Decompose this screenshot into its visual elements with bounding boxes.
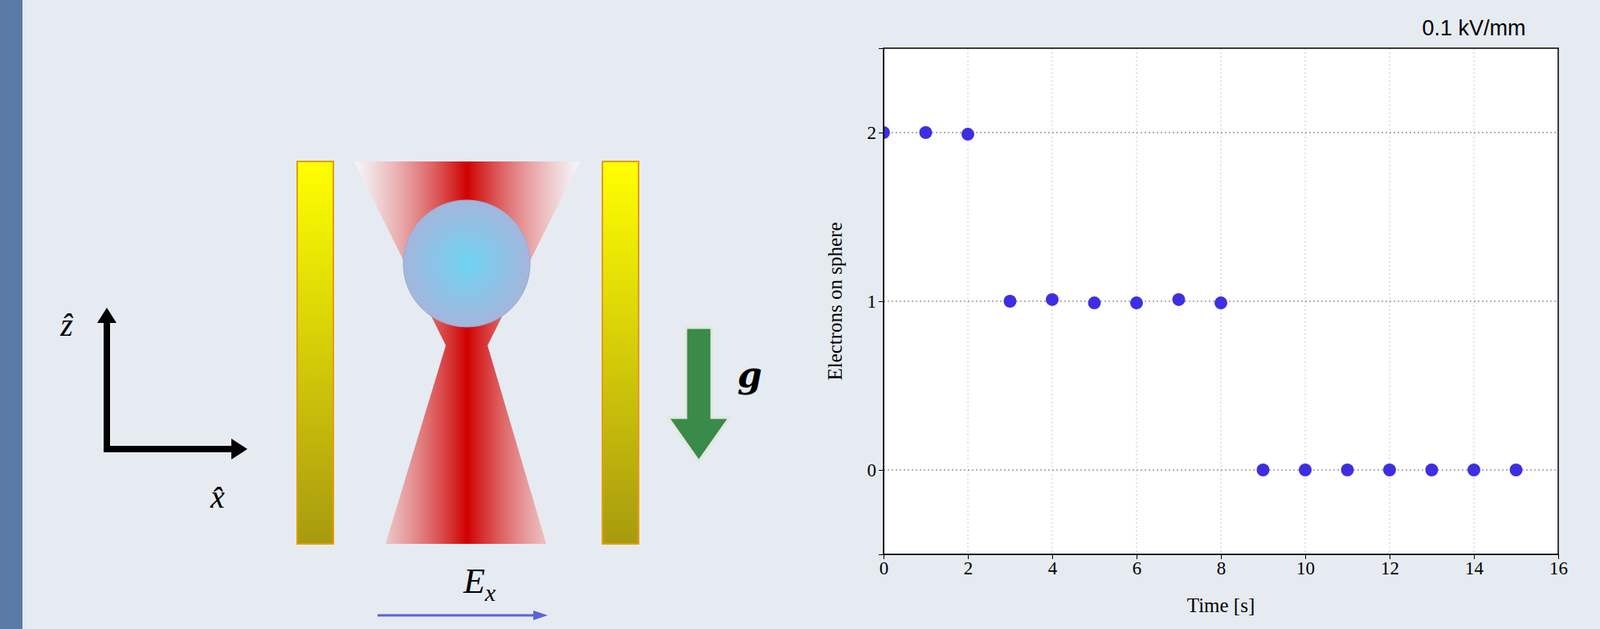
axis-label: ẑ: [59, 306, 74, 343]
grid-line: [883, 469, 1559, 471]
data-point: [883, 126, 890, 139]
tick-label: 16: [1549, 558, 1568, 579]
data-point: [1257, 463, 1270, 477]
points: [883, 126, 1523, 477]
tick: 4: [1048, 554, 1058, 579]
tick-label: 2: [867, 122, 878, 143]
tick-label: 1: [867, 291, 878, 312]
side-strip: [0, 0, 23, 629]
tick: 2: [867, 122, 885, 143]
tick: 10: [1296, 554, 1315, 579]
x-axis-title: Time [s]: [1187, 594, 1256, 617]
tick-label: 8: [1216, 558, 1227, 579]
tick: 16: [1549, 554, 1568, 579]
tick-label: 0: [879, 558, 890, 579]
gravity-arrow: [668, 327, 730, 462]
laser-beam: [354, 161, 580, 544]
tick-label: 2: [963, 558, 974, 579]
gravity-label: g: [737, 354, 763, 396]
tick-label: 0: [867, 460, 878, 481]
electrode: [297, 161, 334, 544]
y-axis: 0 1 2: [867, 48, 885, 556]
z-axis-arrow: [103, 321, 111, 449]
data-point: [961, 127, 975, 141]
tick-mark: [878, 301, 884, 303]
data-point: [1214, 296, 1228, 310]
data-point: [1467, 463, 1481, 477]
tick-label: 14: [1465, 558, 1485, 579]
field-arrow: [377, 614, 537, 617]
field-symbol: E: [462, 561, 486, 601]
arrow-head: [533, 610, 548, 621]
arrow-head: [97, 307, 117, 323]
tick-label: 12: [1380, 558, 1400, 579]
axis-line: [878, 48, 885, 556]
data-point: [1088, 296, 1102, 310]
tick: 0: [879, 554, 890, 579]
tick: 6: [1132, 554, 1143, 579]
data-point: [1383, 463, 1396, 477]
data-point: [1172, 293, 1186, 307]
data-point: [1004, 294, 1017, 308]
tick-label: 6: [1132, 558, 1143, 579]
axis-label: x̂: [209, 478, 225, 515]
tick: 12: [1380, 554, 1400, 579]
data-point: [1425, 463, 1439, 477]
electrode: [602, 161, 639, 544]
data-point: [1341, 463, 1355, 477]
chart-title: 0.1 kV/mm: [1421, 16, 1526, 41]
tick-label: 4: [1048, 558, 1058, 579]
data-point: [1510, 463, 1523, 477]
data-point: [1045, 293, 1059, 307]
plot-frame: [883, 48, 1559, 555]
grid: [883, 48, 1559, 555]
tick: 14: [1465, 554, 1485, 579]
tick: 8: [1216, 554, 1227, 579]
diagram: ẑ x̂ g Ex: [59, 161, 763, 621]
tick: 1: [867, 291, 885, 312]
tick-mark: [878, 132, 884, 134]
tick-mark: [878, 469, 884, 471]
x-axis: 0 2 4 6 8 10 12 14 16: [879, 554, 1568, 579]
sphere: [403, 200, 531, 327]
data-point: [919, 126, 933, 139]
data-point: [1130, 296, 1143, 310]
tick-label: 10: [1296, 558, 1315, 579]
field-subscript: x: [484, 579, 497, 606]
slide: ẑx̂gEx0246810121416012Time [s]Electrons …: [0, 0, 1600, 629]
tick: 2: [963, 554, 974, 579]
arrow-head: [231, 438, 248, 460]
field-label: Ex: [462, 561, 497, 606]
grid-line: [883, 132, 1559, 134]
plot-area: [883, 48, 1559, 555]
background: [0, 0, 1600, 629]
tick: 0: [867, 460, 885, 481]
data-point: [1298, 463, 1312, 477]
x-axis-arrow: [103, 445, 233, 453]
y-axis-title: Electrons on sphere: [824, 221, 846, 380]
